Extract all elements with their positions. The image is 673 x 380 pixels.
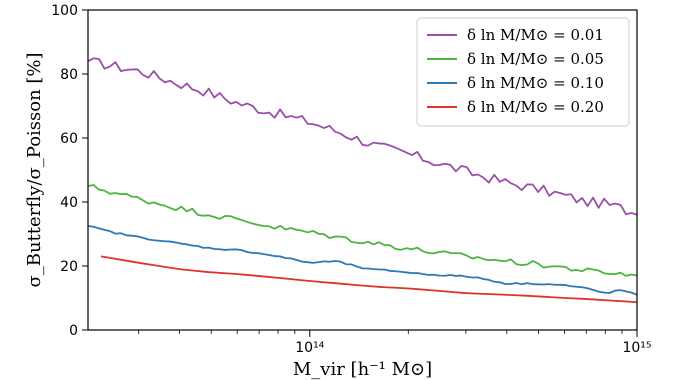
series-line-3 xyxy=(87,225,638,296)
legend: δ ln M/M⊙ = 0.01 δ ln M/M⊙ = 0.05 δ ln M/M… xyxy=(416,17,630,127)
series-line-2 xyxy=(87,184,638,277)
plot-lines xyxy=(87,57,638,304)
legend-entry: δ ln M/M⊙ = 0.01 xyxy=(467,26,604,44)
y-tick-label: 40 xyxy=(60,195,78,211)
x-tick-label: 10¹⁵ xyxy=(622,340,651,356)
y-axis-label: σ_Butterfly/σ_Poisson [%] xyxy=(24,52,45,287)
legend-box xyxy=(416,17,630,127)
x-axis: 10¹⁴ 10¹⁵ xyxy=(138,330,652,356)
legend-entry: δ ln M/M⊙ = 0.20 xyxy=(467,98,604,116)
series-line-1 xyxy=(87,57,638,216)
legend-entry: δ ln M/M⊙ = 0.05 xyxy=(467,50,604,68)
series-line-4 xyxy=(100,255,638,304)
y-tick-label: 0 xyxy=(69,323,78,339)
x-tick-label: 10¹⁴ xyxy=(295,340,324,356)
plot-frame xyxy=(87,9,638,331)
legend-entry: δ ln M/M⊙ = 0.10 xyxy=(467,74,604,92)
y-tick-label: 60 xyxy=(60,131,78,147)
y-axis: 0 20 40 60 80 100 xyxy=(51,3,88,339)
y-tick-label: 80 xyxy=(60,67,78,83)
x-axis-label: M_vir [h⁻¹ M⊙] xyxy=(293,359,432,380)
y-tick-label: 100 xyxy=(51,3,78,19)
y-tick-label: 20 xyxy=(60,259,78,275)
